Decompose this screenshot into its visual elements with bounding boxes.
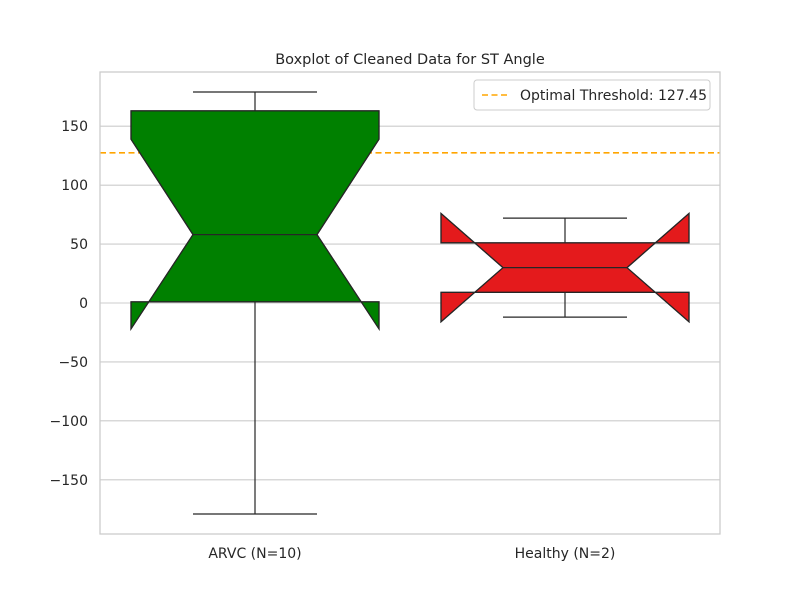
y-tick-label: −50: [58, 355, 88, 371]
x-tick-label: ARVC (N=10): [208, 546, 301, 562]
grid-lines: [100, 125, 720, 481]
legend-box: [473, 79, 711, 111]
y-tick-label: 0: [79, 296, 88, 312]
y-tick-label: −150: [50, 473, 88, 489]
legend: Optimal Threshold: 127.45: [473, 79, 711, 111]
axes-layer: −150 −100 −50 0 50 100 150 ARVC (N=10) Healthy (…: [50, 71, 721, 562]
boxes-layer: [130, 91, 690, 515]
y-tick-label: −100: [50, 414, 88, 430]
y-tick-label: 50: [70, 237, 88, 253]
box-outline: [440, 212, 690, 324]
plot-frame: [99, 71, 721, 535]
chart-title: Boxplot of Cleaned Data for ST Angle: [275, 52, 545, 68]
legend-threshold-label: Optimal Threshold: 127.45: [520, 88, 707, 104]
y-tick-label: 150: [61, 119, 88, 135]
box-outline: [130, 110, 380, 331]
y-tick-label: 100: [61, 178, 88, 194]
x-tick-label: Healthy (N=2): [515, 546, 616, 562]
